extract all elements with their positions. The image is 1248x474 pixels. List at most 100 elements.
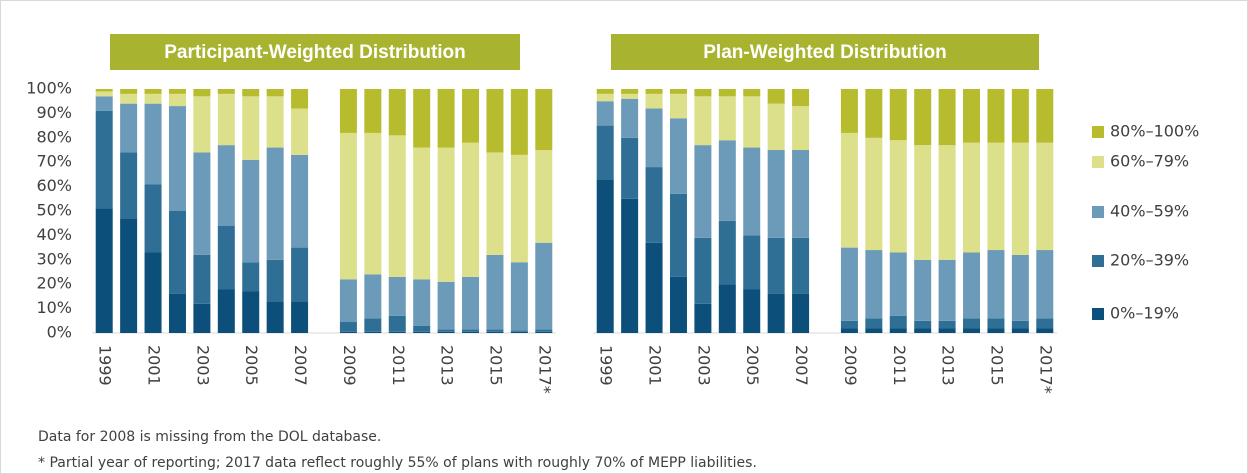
legend-swatch [1092,126,1104,138]
bar-segment [291,301,309,333]
bar-segment [266,89,284,97]
x-tick-label: 2013 [939,345,958,386]
bar-segment [938,328,956,333]
x-tick-label: 1999 [96,345,115,386]
bar-segment [767,150,785,238]
bar-segment [291,108,309,155]
bar-segment [1011,328,1029,333]
y-tick-label: 50% [36,201,72,220]
bar-segment [987,328,1005,333]
x-tick-label: 2005 [743,345,762,386]
bar-segment [388,315,406,332]
bar-segment [217,145,235,226]
bar-segment [767,103,785,150]
bar-segment [865,137,883,251]
bar-segment [621,198,639,333]
bar-segment [193,254,211,304]
bar-segment [168,106,186,211]
bar-segment [437,281,455,330]
y-tick-label: 0% [47,323,72,342]
bar-segment [889,140,907,253]
bar-segment [1011,89,1029,143]
note: * Partial year of reporting; 2017 data r… [38,455,757,471]
bar-segment [242,262,260,292]
y-tick-label: 20% [36,274,72,293]
bar-segment [621,93,639,99]
bar-segment [645,93,663,109]
bar-segment [242,89,260,97]
y-tick-label: 60% [36,176,72,195]
bar-segment [1036,142,1054,251]
bar-segment [889,315,907,329]
bar-segment [486,331,504,333]
bar-segment [889,252,907,316]
bar-segment [718,96,736,141]
bar-segment [767,237,785,294]
bar-segment [291,154,309,248]
bar-segment [339,89,357,133]
bar-segment [486,152,504,255]
bar-segment [193,303,211,333]
bar-segment [963,328,981,333]
bar-segment [792,150,810,238]
bar-segment [413,147,431,280]
bar-segment [694,145,712,238]
bar-segment [1011,142,1029,255]
x-tick-label: 2007 [792,345,811,386]
bar-segment [669,93,687,119]
bar-segment [767,293,785,333]
x-tick-label: 2015 [987,345,1006,386]
bar-segment [510,89,528,155]
bar-segment [217,225,235,290]
bar-segment [987,250,1005,319]
bar-segment [120,103,138,153]
bar-segment [865,250,883,319]
bar-segment [144,252,162,333]
x-tick-label: 2001 [646,345,665,386]
legend-label: 80%–100% [1110,122,1199,141]
y-tick-label: 100% [26,79,72,98]
bar-segment [621,98,639,138]
bar-segment [865,318,883,329]
bar-segment [914,89,932,146]
bar-segment [1036,250,1054,319]
bar-segment [339,279,357,323]
bar-segment [462,276,480,330]
bar-segment [193,96,211,153]
bar-segment [914,328,932,333]
bar-segment [535,242,553,330]
bar-segment [462,329,480,332]
bar-segment [718,284,736,333]
bar-segment [840,89,858,133]
bar-segment [596,101,614,126]
bar-segment [669,118,687,194]
bar-segment [718,89,736,97]
bar-segment [792,89,810,107]
bar-segment [486,89,504,153]
y-tick-label: 10% [36,298,72,317]
bar-segment [596,179,614,333]
x-tick-label: 2003 [193,345,212,386]
bar-segment [535,331,553,333]
bar-segment [168,211,186,294]
bar-segment [437,147,455,282]
bar-segment [694,96,712,146]
bar-segment [144,93,162,104]
bar-segment [120,152,138,219]
bar-segment [339,322,357,332]
y-tick-label: 40% [36,225,72,244]
bar-segment [144,103,162,185]
bar-segment [865,328,883,333]
chart-title: Plan-Weighted Distribution [703,42,946,63]
x-tick-label: 2003 [694,345,713,386]
bar-segment [743,147,761,236]
bar-segment [938,89,956,146]
bar-segment [792,293,810,333]
bar-segment [987,89,1005,143]
bar-segment [120,93,138,104]
bar-segment [792,106,810,150]
bar-segment [669,193,687,277]
bar-segment [645,89,663,94]
bar-segment [168,93,186,107]
